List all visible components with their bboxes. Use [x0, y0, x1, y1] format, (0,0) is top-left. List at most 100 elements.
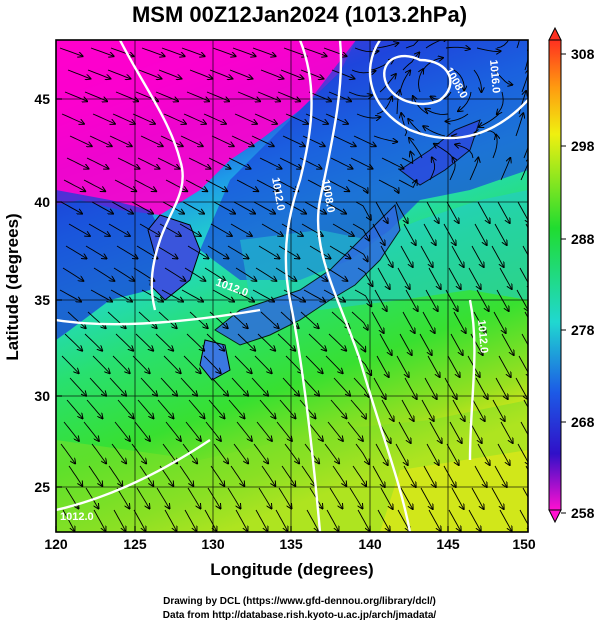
- wind-streamline: [494, 465, 507, 487]
- wind-streamline: [282, 135, 305, 146]
- wind-streamline: [400, 487, 413, 509]
- wind-streamline: [379, 333, 392, 355]
- wind-streamline: [443, 465, 456, 487]
- wind-streamline: [404, 377, 417, 399]
- wind-streamline: [92, 355, 110, 373]
- wind-streamline: [448, 509, 461, 531]
- wind-streamline: [372, 465, 385, 487]
- wind-streamline: [445, 289, 458, 311]
- wind-streamline: [208, 157, 231, 169]
- wind-streamline: [161, 289, 183, 302]
- wind-streamline: [303, 289, 325, 302]
- wind-streamline: [491, 487, 504, 509]
- wind-streamline: [180, 377, 197, 396]
- wind-streamline: [182, 201, 204, 214]
- wind-streamline: [331, 69, 354, 79]
- wind-streamline: [453, 69, 464, 90]
- x-axis: 120 125 130 135 140 145 150 Longitude (d…: [44, 526, 536, 579]
- wind-streamline: [399, 71, 410, 93]
- wind-streamline: [93, 509, 106, 531]
- wind-streamline: [179, 465, 193, 486]
- wind-streamline: [227, 245, 249, 259]
- wind-streamline: [474, 465, 487, 487]
- wind-streamline: [228, 157, 251, 169]
- wind-streamline: [155, 91, 178, 101]
- wind-streamline: [230, 223, 252, 236]
- wind-streamline: [402, 53, 419, 71]
- wind-streamline: [91, 201, 113, 214]
- wind-streamline: [276, 421, 292, 441]
- wind-streamline: [493, 69, 512, 85]
- wind-streamline: [325, 113, 348, 124]
- wind-streamline: [519, 509, 528, 531]
- wind-streamline: [324, 201, 346, 214]
- wind-streamline: [165, 179, 187, 191]
- wind-streamline: [138, 69, 161, 79]
- y-axis-label: Latitude (degrees): [3, 213, 22, 360]
- colorbar-tick-label: 308: [571, 46, 595, 62]
- y-axis: 25 30 35 40 45 Latitude (degrees): [3, 91, 62, 495]
- wind-streamline: [117, 399, 134, 418]
- isobar-label: 1012.0: [475, 319, 490, 354]
- isobar-label: 1008.0: [319, 178, 337, 213]
- wind-streamline: [300, 311, 319, 328]
- wind-streamline: [132, 113, 155, 124]
- wind-streamline: [495, 377, 508, 399]
- wind-streamline: [134, 179, 156, 191]
- wind-streamline: [307, 179, 329, 191]
- wind-streamline: [473, 311, 486, 333]
- y-tick-label: 40: [34, 194, 50, 210]
- wind-streamline: [347, 179, 368, 193]
- wind-streamline: [373, 135, 397, 142]
- wind-streamline: [499, 267, 512, 289]
- wind-streamline: [235, 509, 248, 531]
- wind-streamline: [434, 144, 454, 159]
- wind-streamline: [285, 355, 303, 373]
- wind-streamline: [85, 245, 107, 259]
- wind-streamline: [446, 201, 459, 223]
- wind-streamline: [472, 399, 485, 421]
- wind-streamline: [255, 509, 268, 531]
- wind-streamline: [230, 465, 244, 486]
- wind-streamline: [277, 91, 300, 101]
- wind-streamline: [284, 443, 299, 463]
- y-tick-label: 45: [34, 91, 50, 107]
- wind-streamline: [401, 399, 414, 421]
- wind-streamline: [210, 223, 232, 236]
- wind-streamline: [398, 180, 417, 189]
- wind-streamline: [520, 158, 528, 181]
- wind-streamline: [66, 157, 89, 169]
- wind-streamline: [500, 421, 513, 443]
- wind-streamline: [349, 487, 363, 509]
- wind-streamline: [520, 421, 528, 443]
- wind-streamline: [211, 135, 234, 146]
- wind-streamline: [380, 487, 393, 509]
- wind-streamline: [229, 69, 252, 79]
- wind-streamline: [349, 245, 368, 261]
- wind-streamline: [479, 113, 500, 127]
- wind-streamline: [396, 355, 409, 377]
- wind-streamline: [401, 152, 413, 165]
- wind-streamline: [66, 399, 83, 418]
- wind-streamline: [471, 487, 484, 509]
- wind-streamline: [117, 157, 140, 169]
- wind-streamline: [89, 135, 112, 146]
- wind-streamline: [405, 289, 418, 311]
- wind-streamline: [275, 509, 288, 531]
- wind-streamline: [420, 245, 433, 267]
- wind-streamline: [160, 377, 177, 396]
- wind-streamline: [183, 113, 206, 124]
- wind-streamline: [112, 113, 135, 124]
- wind-streamline: [450, 333, 463, 355]
- wind-streamline: [492, 135, 497, 159]
- wind-streamline: [88, 465, 102, 486]
- wind-streamline: [164, 267, 185, 281]
- wind-streamline: [401, 113, 408, 137]
- wind-streamline: [140, 135, 163, 146]
- x-tick-label: 135: [279, 536, 303, 552]
- wind-streamline: [427, 355, 440, 377]
- wind-streamline: [332, 465, 346, 486]
- wind-streamline: [421, 399, 434, 421]
- wind-streamline: [348, 91, 372, 96]
- wind-streamline: [107, 311, 126, 328]
